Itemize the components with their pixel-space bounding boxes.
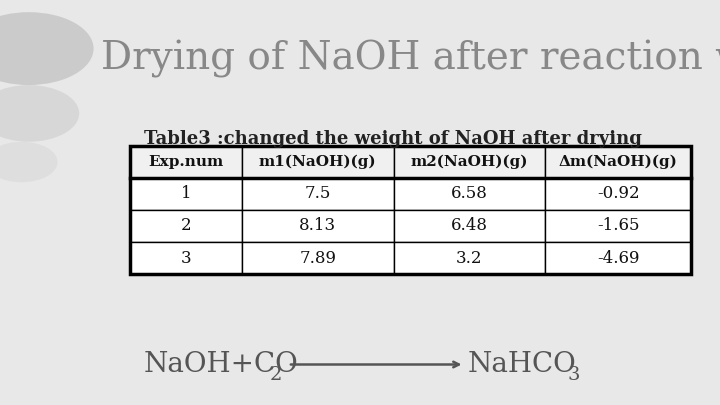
Bar (545, 210, 691, 242)
Bar (394, 210, 545, 242)
Text: -0.92: -0.92 (597, 185, 639, 202)
Text: 2: 2 (181, 217, 191, 234)
Bar (545, 178, 691, 210)
Bar (242, 210, 394, 242)
Text: m2(NaOH)(g): m2(NaOH)(g) (410, 155, 528, 169)
Bar (242, 242, 394, 274)
Bar (242, 146, 394, 178)
Bar (545, 242, 691, 274)
Bar (130, 178, 242, 210)
Text: 6.48: 6.48 (451, 217, 488, 234)
Bar (130, 146, 242, 178)
Bar (130, 242, 242, 274)
Text: Table3 :changed the weight of NaOH after drying: Table3 :changed the weight of NaOH after… (144, 130, 642, 147)
Text: 7.89: 7.89 (300, 249, 336, 266)
Text: Δm(NaOH)(g): Δm(NaOH)(g) (559, 155, 678, 169)
Bar (394, 146, 545, 178)
Text: 8.13: 8.13 (300, 217, 336, 234)
Text: 3: 3 (181, 249, 191, 266)
Bar (130, 146, 691, 274)
Bar (130, 210, 242, 242)
Text: -4.69: -4.69 (597, 249, 639, 266)
Text: Drying of NaOH after reaction with air :: Drying of NaOH after reaction with air : (101, 40, 720, 79)
Bar (394, 178, 545, 210)
Text: 6.58: 6.58 (451, 185, 488, 202)
Text: -1.65: -1.65 (597, 217, 639, 234)
Bar (545, 146, 691, 178)
Text: 1: 1 (181, 185, 191, 202)
Text: 3: 3 (567, 366, 580, 384)
Text: 3.2: 3.2 (456, 249, 482, 266)
Text: Exp.num: Exp.num (148, 155, 223, 169)
Text: NaHCO: NaHCO (468, 351, 577, 378)
Text: NaOH+CO: NaOH+CO (144, 351, 299, 378)
Text: m1(NaOH)(g): m1(NaOH)(g) (259, 155, 377, 169)
Text: 7.5: 7.5 (305, 185, 331, 202)
Bar (242, 178, 394, 210)
Text: 2: 2 (270, 366, 282, 384)
Bar (394, 242, 545, 274)
